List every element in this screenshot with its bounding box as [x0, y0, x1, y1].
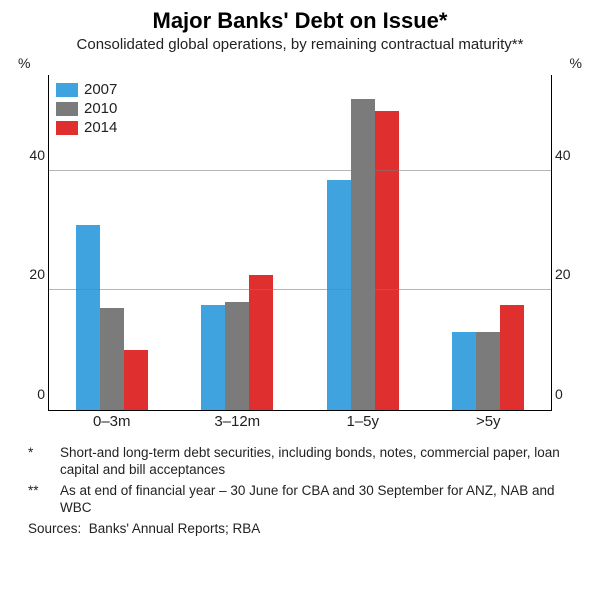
legend-item: 2014: [56, 119, 117, 136]
bar: [452, 332, 476, 410]
legend-label: 2014: [84, 119, 117, 136]
sources-label: Sources:: [28, 521, 81, 536]
bar: [500, 305, 524, 410]
bar: [124, 350, 148, 410]
y-unit-right: %: [570, 55, 582, 71]
legend-swatch: [56, 102, 78, 116]
ytick-left: 0: [37, 386, 49, 402]
footnotes: *Short-and long-term debt securities, in…: [28, 445, 578, 517]
footnote-mark: **: [28, 483, 60, 517]
xtick-label: 3–12m: [175, 410, 301, 430]
bar: [76, 225, 100, 410]
xtick-label: 0–3m: [49, 410, 175, 430]
legend-label: 2007: [84, 81, 117, 98]
bar: [100, 308, 124, 410]
ytick-right: 20: [551, 266, 571, 282]
bar: [375, 111, 399, 410]
bar: [201, 305, 225, 410]
ytick-left: 20: [29, 266, 49, 282]
ytick-left: 40: [29, 147, 49, 163]
chart-title: Major Banks' Debt on Issue*: [12, 8, 588, 34]
ytick-right: 40: [551, 147, 571, 163]
bar-group: >5y: [426, 75, 552, 410]
sources-text: Banks' Annual Reports; RBA: [89, 521, 260, 536]
chart-area: % % 0–3m3–12m1–5y>5y 0020204040 20072010…: [12, 57, 588, 435]
bar: [327, 180, 351, 410]
footnote: *Short-and long-term debt securities, in…: [28, 445, 578, 479]
legend-swatch: [56, 121, 78, 135]
bar: [225, 302, 249, 410]
legend: 2007 2010 2014: [56, 81, 117, 138]
gridline: [49, 170, 551, 171]
bar: [351, 99, 375, 410]
bar-group: 1–5y: [300, 75, 426, 410]
legend-item: 2010: [56, 100, 117, 117]
footnote: **As at end of financial year – 30 June …: [28, 483, 578, 517]
legend-label: 2010: [84, 100, 117, 117]
bar-group: 3–12m: [175, 75, 301, 410]
xtick-label: >5y: [426, 410, 552, 430]
bar: [249, 275, 273, 410]
ytick-right: 0: [551, 386, 563, 402]
footnote-mark: *: [28, 445, 60, 479]
sources: Sources: Banks' Annual Reports; RBA: [28, 521, 578, 536]
footnote-text: Short-and long-term debt securities, inc…: [60, 445, 578, 479]
bar: [476, 332, 500, 410]
legend-item: 2007: [56, 81, 117, 98]
bar-groups: 0–3m3–12m1–5y>5y: [49, 75, 551, 410]
chart-subtitle: Consolidated global operations, by remai…: [12, 36, 588, 53]
y-unit-left: %: [18, 55, 30, 71]
xtick-label: 1–5y: [300, 410, 426, 430]
footnote-text: As at end of financial year – 30 June fo…: [60, 483, 578, 517]
gridline: [49, 289, 551, 290]
plot-region: 0–3m3–12m1–5y>5y 0020204040: [48, 75, 552, 411]
legend-swatch: [56, 83, 78, 97]
